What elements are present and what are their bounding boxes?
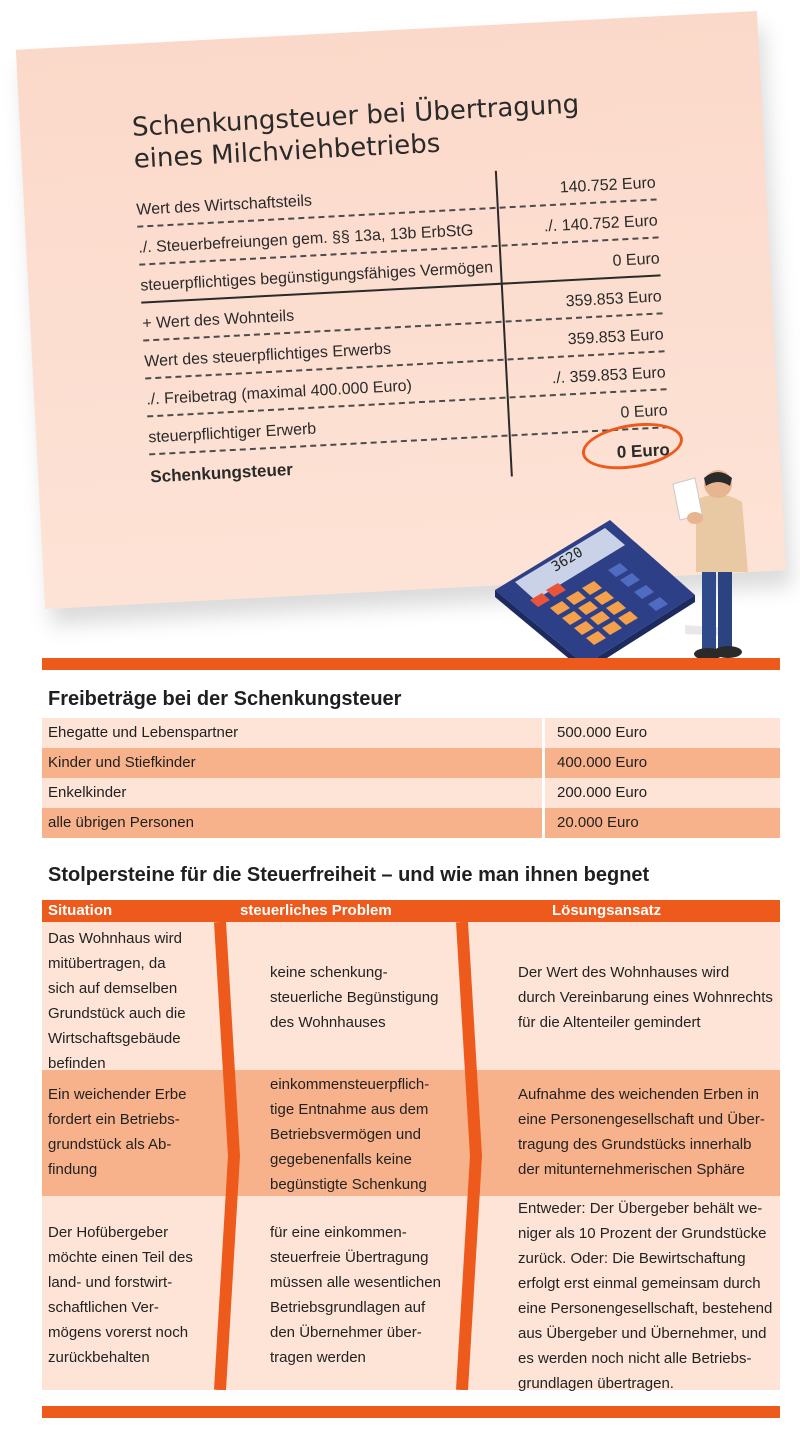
header-situation: Situation	[48, 902, 113, 919]
allowance-amount: 400.000 Euro	[542, 748, 780, 778]
text-line: steuerliche Begünstigung	[270, 989, 439, 1006]
text-line: zurückbehalten	[48, 1349, 150, 1366]
person-group: Ehegatte und Lebenspartner	[48, 724, 239, 741]
text-line: für die Altenteiler gemindert	[518, 1014, 701, 1031]
text-line: tige Entnahme aus dem	[270, 1101, 429, 1118]
bottom-divider	[42, 1406, 780, 1418]
allowance-amount: 500.000 Euro	[542, 718, 780, 748]
text-line: müssen alle wesentlichen	[270, 1274, 441, 1291]
text-line: einkommensteuerpflich-	[270, 1076, 430, 1093]
text-line: findung	[48, 1161, 98, 1178]
freibetraege-table: Ehegatte und Lebenspartner 500.000 Euro …	[42, 718, 780, 838]
table-row: Das Wohnhaus wird mitübertragen, da sich…	[42, 922, 780, 1072]
text-line: sich auf demselben	[48, 980, 178, 997]
situation-cell: Der Hofübergeber möchte einen Teil des l…	[48, 1220, 226, 1370]
note-content: Schenkungsteuer bei Übertragung eines Mi…	[131, 85, 687, 494]
calculation-table: Wert des Wirtschaftsteils 140.752 Euro .…	[135, 162, 687, 494]
text-line: schaftlichen Ver-	[48, 1299, 159, 1316]
text-line: zurück. Oder: Die Bewirtschaftung	[518, 1250, 746, 1267]
text-line: für eine einkommen-	[270, 1224, 407, 1241]
text-line: aus Übergeber und Übernehmer, und	[518, 1325, 767, 1342]
solution-cell: Der Wert des Wohnhauses wird durch Verei…	[518, 960, 778, 1035]
text-line: des Wohnhauses	[270, 1014, 386, 1031]
calc-value-result: 0 Euro	[519, 416, 687, 476]
table-row: Ein weichender Erbe fordert ein Betriebs…	[42, 1070, 780, 1196]
text-line: tragung des Grundstücks innerhalb	[518, 1136, 752, 1153]
text-line: keine schenkung-	[270, 964, 388, 981]
text-line: fordert ein Betriebs-	[48, 1111, 180, 1128]
text-line: den Übernehmer über-	[270, 1324, 422, 1341]
text-line: befinden	[48, 1055, 106, 1072]
calc-label: Schenkungsteuer	[149, 459, 294, 487]
text-line: niger als 10 Prozent der Grundstücke	[518, 1225, 767, 1242]
note-title: Schenkungsteuer bei Übertragung eines Mi…	[131, 85, 654, 176]
person-icon	[672, 470, 748, 660]
text-line: grundstück als Ab-	[48, 1136, 172, 1153]
problem-cell: einkommensteuerpflich- tige Entnahme aus…	[270, 1072, 470, 1197]
problem-cell: für eine einkommen- steuerfreie Übertrag…	[270, 1220, 470, 1370]
text-line: Der Hofübergeber	[48, 1224, 169, 1241]
person-group: Enkelkinder	[48, 784, 127, 801]
stolpersteine-table: Das Wohnhaus wird mitübertragen, da sich…	[42, 922, 780, 1392]
text-line: der mitunternehmerischen Sphäre	[518, 1161, 745, 1178]
situation-cell: Ein weichender Erbe fordert ein Betriebs…	[48, 1082, 226, 1182]
text-line: land- und forstwirt-	[48, 1274, 173, 1291]
problem-cell: keine schenkung- steuerliche Begünstigun…	[270, 960, 470, 1035]
stolpersteine-title: Stolpersteine für die Steuerfreiheit – u…	[48, 864, 650, 886]
text-line: Aufnahme des weichenden Erben in	[518, 1086, 759, 1103]
table-row: Kinder und Stiefkinder 400.000 Euro	[42, 748, 780, 778]
calculator-illustration: 3620	[495, 470, 748, 670]
table-row: Enkelkinder 200.000 Euro	[42, 778, 780, 808]
text-line: steuerfreie Übertragung	[270, 1249, 429, 1266]
freibetraege-title: Freibeträge bei der Schenkungsteuer	[48, 688, 402, 710]
text-line: mögens vorerst noch	[48, 1324, 189, 1341]
text-line: tragen werden	[270, 1349, 366, 1366]
section-divider	[42, 658, 780, 670]
allowance-amount: 20.000 Euro	[542, 808, 780, 838]
text-line: Wirtschaftsgebäude	[48, 1030, 181, 1047]
text-line: eine Personengesellschaft, bestehend	[518, 1300, 773, 1317]
table-row: Ehegatte und Lebenspartner 500.000 Euro	[42, 718, 780, 748]
text-line: erfolgt erst einmal gemeinsam durch	[518, 1275, 761, 1292]
situation-cell: Das Wohnhaus wird mitübertragen, da sich…	[48, 926, 226, 1076]
text-line: Betriebsgrundlagen auf	[270, 1299, 426, 1316]
text-line: Ein weichender Erbe	[48, 1086, 187, 1103]
text-line: möchte einen Teil des	[48, 1249, 193, 1266]
solution-cell: Entweder: Der Übergeber behält we- niger…	[518, 1196, 780, 1396]
person-group: Kinder und Stiefkinder	[48, 754, 196, 771]
text-line: gegebenenfalls keine	[270, 1151, 412, 1168]
text-line: Entweder: Der Übergeber behält we-	[518, 1200, 763, 1217]
text-line: es werden noch nicht alle Betriebs-	[518, 1350, 752, 1367]
text-line: Betriebsvermögen und	[270, 1126, 421, 1143]
text-line: durch Vereinbarung eines Wohnrechts	[518, 989, 773, 1006]
text-line: Das Wohnhaus wird	[48, 930, 182, 947]
header-solution: Lösungsansatz	[552, 902, 662, 919]
text-line: begünstigte Schenkung	[270, 1176, 427, 1193]
stolpersteine-header: Situation steuerliches Problem Lösungsan…	[42, 900, 780, 922]
table-row: Der Hofübergeber möchte einen Teil des l…	[42, 1196, 780, 1392]
header-problem: steuerliches Problem	[240, 902, 392, 919]
calculator-icon: 3620	[495, 520, 695, 670]
text-line: Der Wert des Wohnhauses wird	[518, 964, 730, 981]
text-line: mitübertragen, da	[48, 955, 166, 972]
text-line: grundlagen übertragen.	[518, 1375, 674, 1392]
person-group: alle übrigen Personen	[48, 814, 194, 831]
allowance-amount: 200.000 Euro	[542, 778, 780, 808]
text-line: eine Personengesellschaft und Über-	[518, 1111, 765, 1128]
text-line: Grundstück auch die	[48, 1005, 186, 1022]
table-row: alle übrigen Personen 20.000 Euro	[42, 808, 780, 838]
solution-cell: Aufnahme des weichenden Erben in eine Pe…	[518, 1082, 778, 1182]
